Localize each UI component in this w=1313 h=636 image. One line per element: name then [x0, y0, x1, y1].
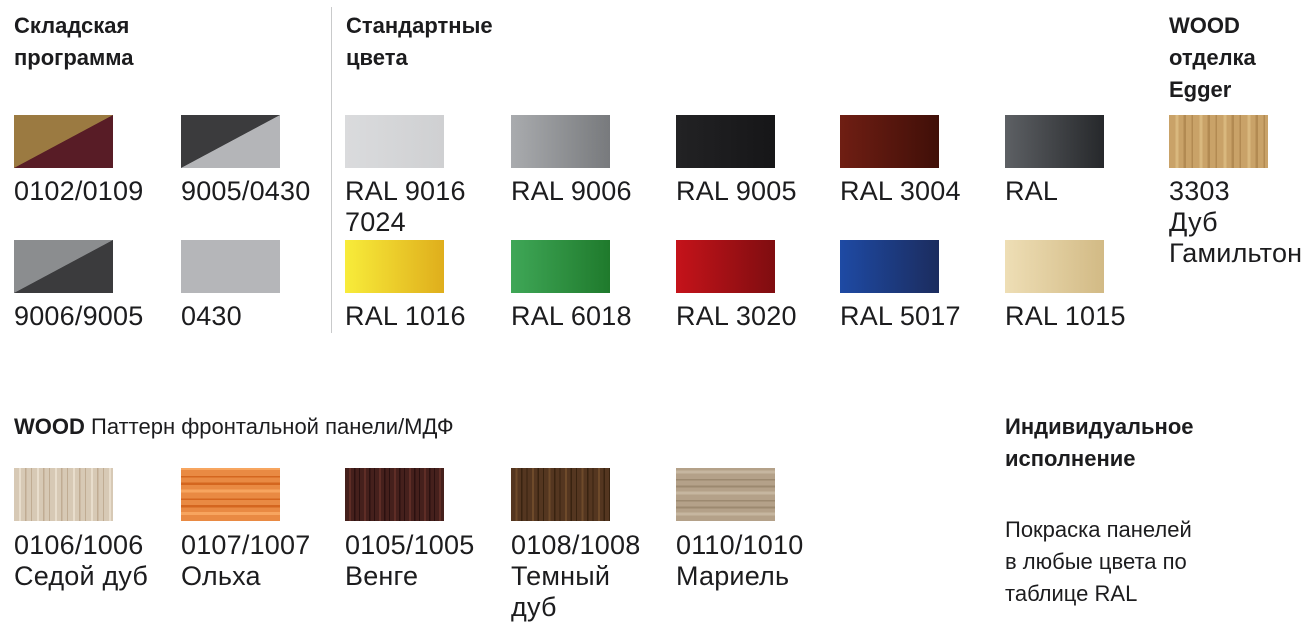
body-line: в любые цвета по [1005, 549, 1187, 574]
swatch-label-0105-1005: 0105/1005 Венге [345, 530, 474, 592]
label-line: Седой дуб [14, 561, 149, 591]
swatch-0110-1010-mariel [676, 468, 775, 521]
swatch-ral [1005, 115, 1104, 168]
label-line: 3303 [1169, 176, 1230, 206]
label-line: 0105/1005 [345, 530, 475, 560]
swatch-label-0108-1008: 0108/1008 Темный дуб [511, 530, 640, 623]
swatch-0102-0109 [14, 115, 113, 168]
label-line: Мариель [676, 561, 790, 591]
label-line: 0108/1008 [511, 530, 641, 560]
swatch-label-3303-oak-hamilton: 3303 Дуб Гамильтон [1169, 176, 1302, 269]
title-line: Складская [14, 13, 130, 38]
title-line: отделка [1169, 45, 1256, 70]
title-line: программа [14, 45, 134, 70]
label-line: Темный [511, 561, 611, 591]
title-line: цвета [346, 45, 408, 70]
swatch-ral-3004 [840, 115, 939, 168]
label-line: Дуб [1169, 207, 1218, 237]
custom-finish-description: Покраска панелей в любые цвета по таблиц… [1005, 514, 1192, 610]
swatch-ral-9016 [345, 115, 444, 168]
swatch-ral-5017 [840, 240, 939, 293]
warehouse-section-title: Складская программа [14, 10, 134, 74]
swatch-0107-1007-alder [181, 468, 280, 521]
swatch-label-ral-9005: RAL 9005 [676, 176, 797, 206]
swatch-label-9006-9005: 9006/9005 [14, 301, 144, 331]
swatch-label-9005-0430: 9005/0430 [181, 176, 311, 206]
swatch-label-0110-1010: 0110/1010 Мариель [676, 530, 803, 592]
swatch-label-ral-6018: RAL 6018 [511, 301, 632, 331]
title-line: исполнение [1005, 446, 1136, 471]
swatch-label-ral: RAL [1005, 176, 1059, 206]
swatch-label-0106-1006: 0106/1006 Седой дуб [14, 530, 148, 592]
label-line: Гамильтон [1169, 238, 1303, 268]
title-line: Egger [1169, 77, 1232, 102]
label-line: Венге [345, 561, 419, 591]
swatch-label-ral-9016: RAL 9016 7024 [345, 176, 466, 238]
swatch-label-ral-5017: RAL 5017 [840, 301, 961, 331]
swatch-label-0430: 0430 [181, 301, 242, 331]
swatch-3303-oak-hamilton [1169, 115, 1268, 168]
swatch-0105-1005-wenge [345, 468, 444, 521]
swatch-9006-9005 [14, 240, 113, 293]
swatch-0106-1006-grey-oak [14, 468, 113, 521]
swatch-ral-3020 [676, 240, 775, 293]
title-line: Стандартные [346, 13, 493, 38]
swatch-label-ral-3020: RAL 3020 [676, 301, 797, 331]
title-line: Индивидуальное [1005, 414, 1194, 439]
body-line: таблице RAL [1005, 581, 1138, 606]
wood-pattern-section-title: WOOD Паттерн фронтальной панели/МДФ [14, 411, 454, 443]
swatch-ral-6018 [511, 240, 610, 293]
label-line: 0106/1006 [14, 530, 144, 560]
swatch-9005-0430 [181, 115, 280, 168]
swatch-label-0102-0109: 0102/0109 [14, 176, 144, 206]
swatch-label-ral-3004: RAL 3004 [840, 176, 961, 206]
label-line: 7024 [345, 207, 406, 237]
title-bold-part: WOOD [14, 414, 85, 439]
title-regular-part: Паттерн фронтальной панели/МДФ [84, 414, 454, 439]
body-line: Покраска панелей [1005, 517, 1192, 542]
swatch-ral-1015 [1005, 240, 1104, 293]
title-line: WOOD [1169, 13, 1240, 38]
swatch-label-ral-1016: RAL 1016 [345, 301, 466, 331]
label-line: 0110/1010 [676, 530, 804, 560]
label-line: Ольха [181, 561, 261, 591]
swatch-label-0107-1007: 0107/1007 Ольха [181, 530, 310, 592]
swatch-0108-1008-dark-oak [511, 468, 610, 521]
swatch-ral-1016 [345, 240, 444, 293]
swatch-label-ral-9006: RAL 9006 [511, 176, 632, 206]
custom-finish-section-title: Индивидуальное исполнение [1005, 411, 1194, 475]
wood-egger-section-title: WOOD отделка Egger [1169, 10, 1256, 106]
swatch-0430 [181, 240, 280, 293]
standard-section-title: Стандартные цвета [346, 10, 493, 74]
section-divider [331, 7, 332, 333]
swatch-ral-9005 [676, 115, 775, 168]
swatch-ral-9006 [511, 115, 610, 168]
swatch-label-ral-1015: RAL 1015 [1005, 301, 1126, 331]
label-line: RAL 9016 [345, 176, 466, 206]
label-line: 0107/1007 [181, 530, 311, 560]
label-line: дуб [511, 592, 557, 622]
